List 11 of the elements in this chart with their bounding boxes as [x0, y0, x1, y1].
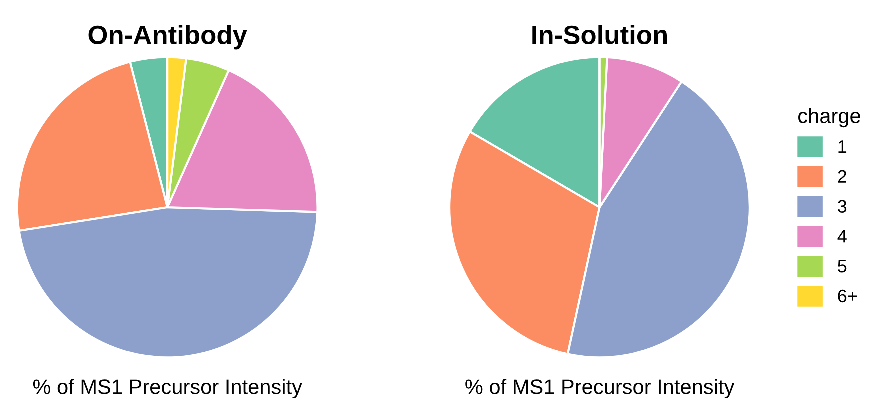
legend-label: 1: [838, 140, 847, 154]
legend-label: 3: [838, 200, 847, 213]
legend-label: 5: [838, 260, 847, 273]
chart-title: On-Antibody: [88, 25, 248, 50]
chart-title: In-Solution: [532, 25, 668, 45]
legend-title: charge: [798, 108, 860, 128]
legend-label: 2: [838, 170, 847, 183]
legend-label: 6+: [838, 290, 858, 303]
legend-label: 4: [838, 230, 847, 243]
text: % of MS1 Precursor Intensity: [466, 379, 735, 399]
text: % of MS1 Precursor Intensity: [33, 379, 302, 399]
